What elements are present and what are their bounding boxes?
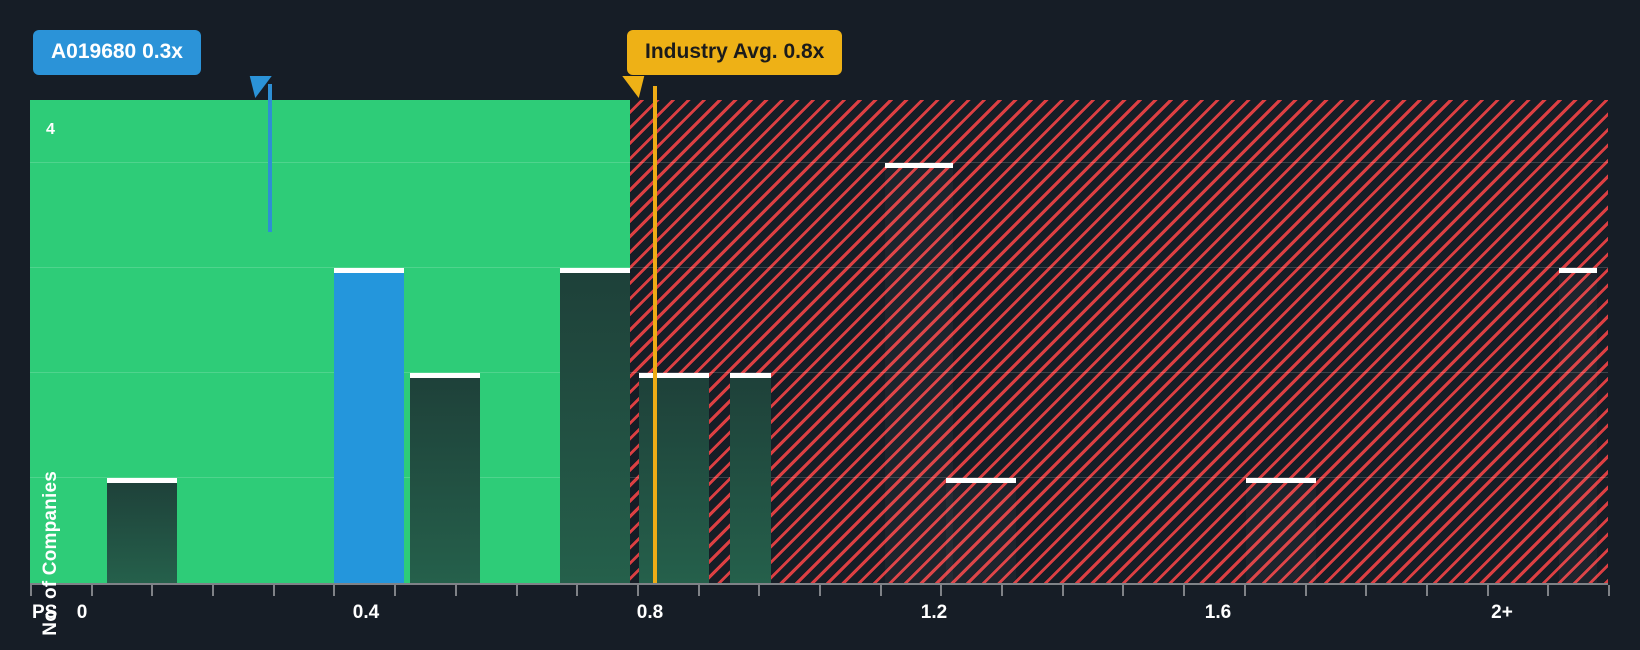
x-axis-label-0: 0 — [76, 602, 88, 623]
bar-8[interactable] — [1246, 478, 1316, 583]
bar-cap-0 — [106, 478, 177, 483]
x-axis-tick — [1001, 585, 1004, 596]
bar-9[interactable] — [1559, 268, 1598, 583]
x-axis-tick — [576, 585, 579, 596]
bar-7[interactable] — [946, 478, 1016, 583]
bar-cap-4 — [639, 373, 710, 378]
x-axis-tick — [697, 585, 700, 596]
x-axis-label-0.8: 0.8 — [636, 602, 664, 623]
industry-average-callout[interactable]: Industry Avg. 0.8x — [627, 30, 843, 75]
x-axis-label-1.2: 1.2 — [920, 602, 948, 623]
bar-0[interactable] — [106, 478, 177, 583]
x-axis-tick — [1304, 585, 1307, 596]
x-axis-tick — [1608, 585, 1610, 596]
bar-4[interactable] — [639, 373, 710, 583]
x-axis-tick — [819, 585, 821, 596]
company-callout[interactable]: A019680 0.3x — [33, 30, 201, 75]
x-axis-tick — [454, 585, 457, 596]
gridline-3 — [30, 267, 1608, 268]
x-axis-tick — [394, 585, 397, 596]
x-axis-tick — [1486, 585, 1489, 596]
x-axis-tick — [212, 585, 215, 596]
x-axis-label-1.6: 1.6 — [1204, 602, 1232, 623]
bar-5[interactable] — [729, 373, 771, 583]
x-axis-tick — [333, 585, 336, 596]
x-axis-tick — [879, 585, 882, 596]
x-axis-tick — [30, 585, 32, 596]
x-axis-tick — [1122, 585, 1125, 596]
x-axis-tick — [90, 585, 93, 596]
bar-cap-6 — [885, 163, 954, 168]
x-axis-tick — [1061, 585, 1064, 596]
x-axis-label-2+: 2+ — [1491, 602, 1513, 623]
bar-cap-9 — [1559, 268, 1598, 273]
gridline-4 — [30, 162, 1608, 163]
overvalued-zone — [630, 100, 1608, 583]
bar-cap-5 — [729, 373, 771, 378]
y-axis-title: No. of Companies — [40, 471, 61, 636]
y-axis-top-tick-label: 4 — [46, 121, 55, 138]
industry-callout-tail — [622, 76, 650, 98]
bar-3[interactable] — [560, 268, 631, 583]
x-axis-tick — [515, 585, 518, 596]
x-axis-tick — [272, 585, 275, 596]
x-axis-label-0.4: 0.4 — [352, 602, 380, 623]
x-axis-tick — [1365, 585, 1368, 596]
bar-6[interactable] — [885, 163, 954, 583]
bar-2[interactable] — [410, 373, 481, 583]
bar-1[interactable] — [334, 268, 405, 583]
x-axis-tick — [1183, 585, 1186, 596]
bar-cap-8 — [1246, 478, 1316, 483]
gridline-1 — [30, 477, 1608, 478]
x-axis-tick — [1547, 585, 1550, 596]
bar-cap-1 — [334, 268, 405, 273]
gridline-2 — [30, 372, 1608, 373]
bar-cap-2 — [410, 373, 481, 378]
x-axis-line — [30, 583, 1608, 585]
x-axis-tick — [1243, 585, 1246, 596]
x-axis-tick — [940, 585, 943, 596]
x-axis-tick — [151, 585, 154, 596]
x-axis-tick — [1425, 585, 1428, 596]
bar-cap-7 — [946, 478, 1016, 483]
plot-area — [30, 100, 1608, 583]
marker-line-company — [268, 84, 272, 232]
marker-line-industry-average — [653, 86, 657, 583]
x-axis-tick — [758, 585, 761, 596]
bar-cap-3 — [560, 268, 631, 273]
x-axis-tick — [636, 585, 639, 596]
x-axis-metric-label: PS — [32, 602, 58, 623]
